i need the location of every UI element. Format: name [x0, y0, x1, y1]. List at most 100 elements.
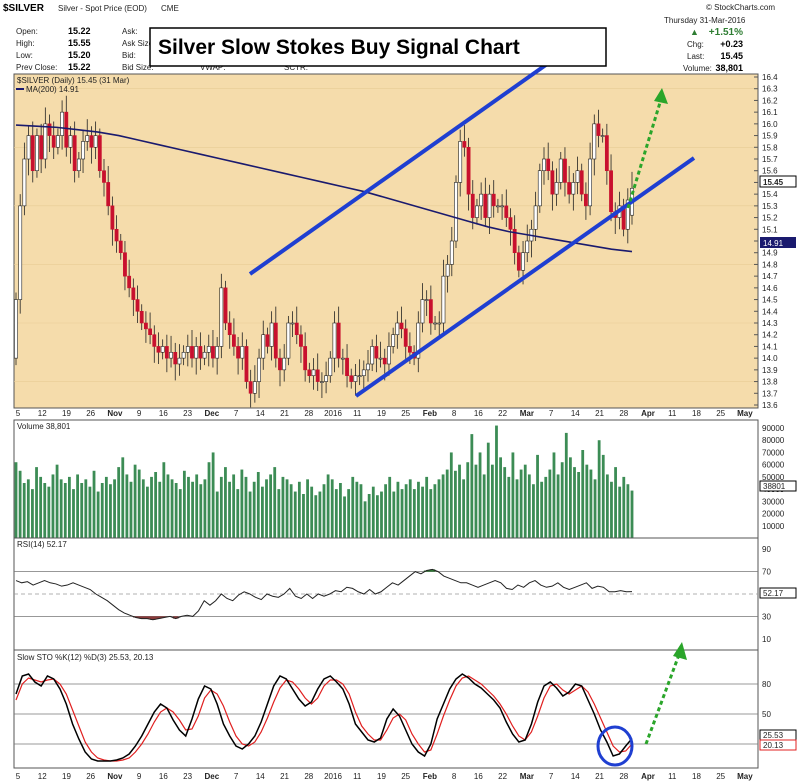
volume-bar: [199, 484, 203, 538]
x-tick-label: 5: [16, 409, 21, 418]
x-tick-label: 16: [474, 772, 483, 781]
candle-body: [604, 135, 609, 172]
volume-y-axis: 1000020000300004000050000600007000080000…: [762, 424, 785, 531]
volume-bar: [244, 476, 248, 538]
volume-bar: [191, 481, 194, 538]
candle-body: [449, 240, 454, 265]
svg-text:14.91: 14.91: [763, 239, 784, 248]
stoch-d-tag: 20.13: [759, 739, 797, 751]
candle-body: [76, 158, 81, 172]
volume-bar: [527, 474, 531, 538]
volume-bar: [507, 476, 511, 538]
candle-body: [546, 158, 551, 172]
price-tick-label: 14.2: [762, 331, 778, 340]
x-tick-label: Nov: [107, 409, 123, 418]
candle-body: [366, 363, 370, 371]
candle-body: [127, 275, 132, 289]
price-tick-label: 16.2: [762, 96, 778, 105]
volume-bar: [334, 489, 338, 538]
x-tick-label: 21: [595, 409, 604, 418]
candle-body: [194, 346, 199, 359]
volume-bar: [195, 474, 199, 538]
candle-body: [416, 322, 421, 359]
x-tick-label: 14: [571, 409, 580, 418]
x-tick-label: 28: [304, 772, 313, 781]
candle-body: [22, 158, 27, 207]
volume-bar: [445, 469, 449, 538]
volume-bar: [593, 479, 597, 538]
candle-body: [85, 135, 90, 142]
candle-body: [282, 357, 287, 371]
volume-bar: [437, 479, 441, 538]
candle-body: [252, 381, 257, 394]
candle-body: [294, 322, 299, 336]
volume-bar: [466, 462, 470, 538]
volume-bar: [351, 476, 355, 538]
candle-body: [114, 228, 119, 242]
sctr-label: SCTR:: [284, 63, 308, 72]
volume-bar: [429, 489, 433, 538]
ma200-line: [15, 124, 633, 253]
x-tick-label: 14: [256, 409, 265, 418]
volume-bar: [121, 457, 125, 538]
volume-bar: [396, 481, 400, 538]
candle-body: [550, 170, 555, 195]
candle-body: [198, 346, 203, 359]
volume-bar: [18, 470, 22, 538]
svg-text:25.53: 25.53: [763, 731, 784, 740]
volume-bar: [486, 442, 490, 538]
volume-bar: [630, 490, 634, 538]
volume-bar: [441, 474, 445, 538]
candle-body: [110, 205, 115, 230]
x-tick-label: 7: [234, 409, 239, 418]
volume-bars: [14, 425, 634, 538]
candle-body: [51, 135, 56, 148]
x-tick-label: 22: [498, 409, 507, 418]
volume-bar: [462, 479, 466, 538]
rsi-tick-label: 90: [762, 545, 771, 554]
volume-tick-label: 60000: [762, 461, 785, 470]
candle-body: [265, 334, 270, 347]
volume-tick-label: 80000: [762, 436, 785, 445]
x-axis-top: 5 12 19 26 Nov 9 16 23 Dec 7 14 21 28 2016 11 19 25 Feb 8 1…: [16, 409, 753, 418]
candle-body: [542, 158, 546, 172]
candle-body: [248, 381, 253, 394]
x-tick-label: 11: [353, 409, 362, 418]
volume-bar: [556, 474, 560, 538]
price-tick-label: 15.7: [762, 155, 778, 164]
candle-body: [93, 135, 98, 148]
candle-body: [35, 135, 39, 172]
x-tick-label: Apr: [641, 409, 655, 418]
candle-body: [43, 123, 48, 160]
price-tick-label: 14.4: [762, 307, 778, 316]
volume-bar: [178, 489, 182, 538]
x-tick-label: May: [737, 772, 753, 781]
candle-body: [278, 357, 282, 371]
volume-bar: [474, 464, 478, 538]
candle-body: [324, 375, 328, 382]
volume-bar: [314, 495, 318, 538]
stoch-panel: [13, 649, 759, 769]
volume-bar: [490, 464, 494, 538]
candle-body: [14, 299, 18, 359]
candle-body: [558, 158, 563, 183]
price-tick-label: 15.8: [762, 143, 778, 152]
buy-signal-circle: [596, 725, 634, 767]
volume-bar: [150, 476, 153, 538]
candle-body: [516, 252, 521, 271]
volume-tick-label: 30000: [762, 497, 785, 506]
volume-bar: [137, 469, 141, 538]
annotation-title: Silver Slow Stokes Buy Signal Chart: [158, 36, 520, 59]
volume-bar: [417, 481, 420, 538]
x-tick-label: 26: [86, 409, 95, 418]
volume-bar: [211, 452, 215, 538]
volume-bar: [601, 454, 605, 538]
high-value: 15.55: [68, 38, 91, 48]
candle-body: [479, 193, 484, 207]
candle-body: [579, 170, 584, 195]
volume-bar: [256, 472, 260, 538]
volume-bar: [511, 452, 515, 538]
volume-bar: [162, 462, 166, 538]
candle-body: [311, 369, 316, 377]
volume-tick-label: 10000: [762, 522, 785, 531]
